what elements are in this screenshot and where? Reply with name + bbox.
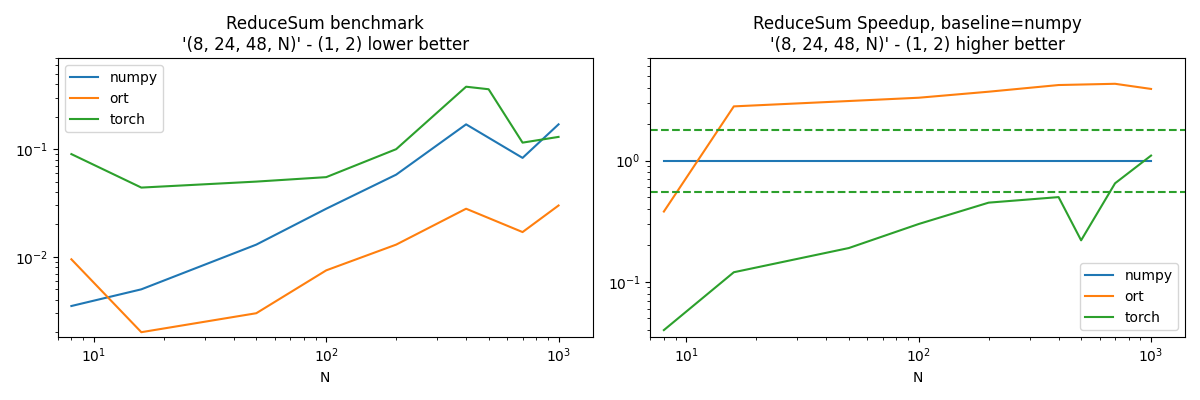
torch (134, 185, 149, 190)
ort (912, 95, 926, 100)
numpy (982, 158, 996, 163)
torch (1074, 238, 1088, 243)
torch (912, 222, 926, 226)
numpy (1108, 158, 1122, 163)
numpy (727, 158, 742, 163)
numpy (458, 122, 473, 127)
torch (458, 84, 473, 89)
Legend: numpy, ort, torch: numpy, ort, torch (65, 65, 163, 132)
Title: ReduceSum Speedup, baseline=numpy
'(8, 24, 48, N)' - (1, 2) higher better: ReduceSum Speedup, baseline=numpy '(8, 2… (754, 15, 1082, 54)
ort (64, 257, 78, 262)
numpy (64, 304, 78, 308)
ort (389, 242, 403, 247)
torch (515, 140, 529, 145)
numpy (656, 158, 671, 163)
numpy (250, 242, 264, 247)
ort (1108, 81, 1122, 86)
torch (727, 270, 742, 275)
X-axis label: N: N (320, 371, 330, 385)
ort (250, 311, 264, 316)
torch (551, 134, 565, 139)
torch (1051, 195, 1066, 200)
ort (982, 89, 996, 94)
ort (1051, 83, 1066, 88)
torch (250, 179, 264, 184)
numpy (912, 158, 926, 163)
ort (319, 268, 334, 273)
numpy (134, 287, 149, 292)
numpy (841, 158, 856, 163)
torch (389, 147, 403, 152)
numpy (319, 206, 334, 211)
numpy (515, 156, 529, 160)
ort (134, 330, 149, 334)
ort (458, 206, 473, 211)
numpy (551, 122, 565, 127)
torch (841, 246, 856, 250)
ort (515, 230, 529, 234)
torch (982, 200, 996, 205)
torch (319, 175, 334, 180)
Legend: numpy, ort, torch: numpy, ort, torch (1080, 263, 1178, 330)
ort (841, 99, 856, 104)
Line: ort: ort (664, 84, 1151, 212)
torch (656, 328, 671, 332)
ort (727, 104, 742, 109)
ort (551, 203, 565, 208)
numpy (389, 172, 403, 177)
X-axis label: N: N (912, 371, 923, 385)
Line: ort: ort (71, 206, 558, 332)
Line: numpy: numpy (71, 124, 558, 306)
torch (64, 152, 78, 156)
Title: ReduceSum benchmark
'(8, 24, 48, N)' - (1, 2) lower better: ReduceSum benchmark '(8, 24, 48, N)' - (… (181, 15, 469, 54)
numpy (1144, 158, 1158, 163)
Line: torch: torch (71, 87, 558, 188)
torch (1144, 153, 1158, 158)
torch (1108, 181, 1122, 186)
Line: torch: torch (664, 156, 1151, 330)
torch (481, 87, 496, 92)
numpy (1051, 158, 1066, 163)
ort (1144, 86, 1158, 91)
ort (656, 209, 671, 214)
